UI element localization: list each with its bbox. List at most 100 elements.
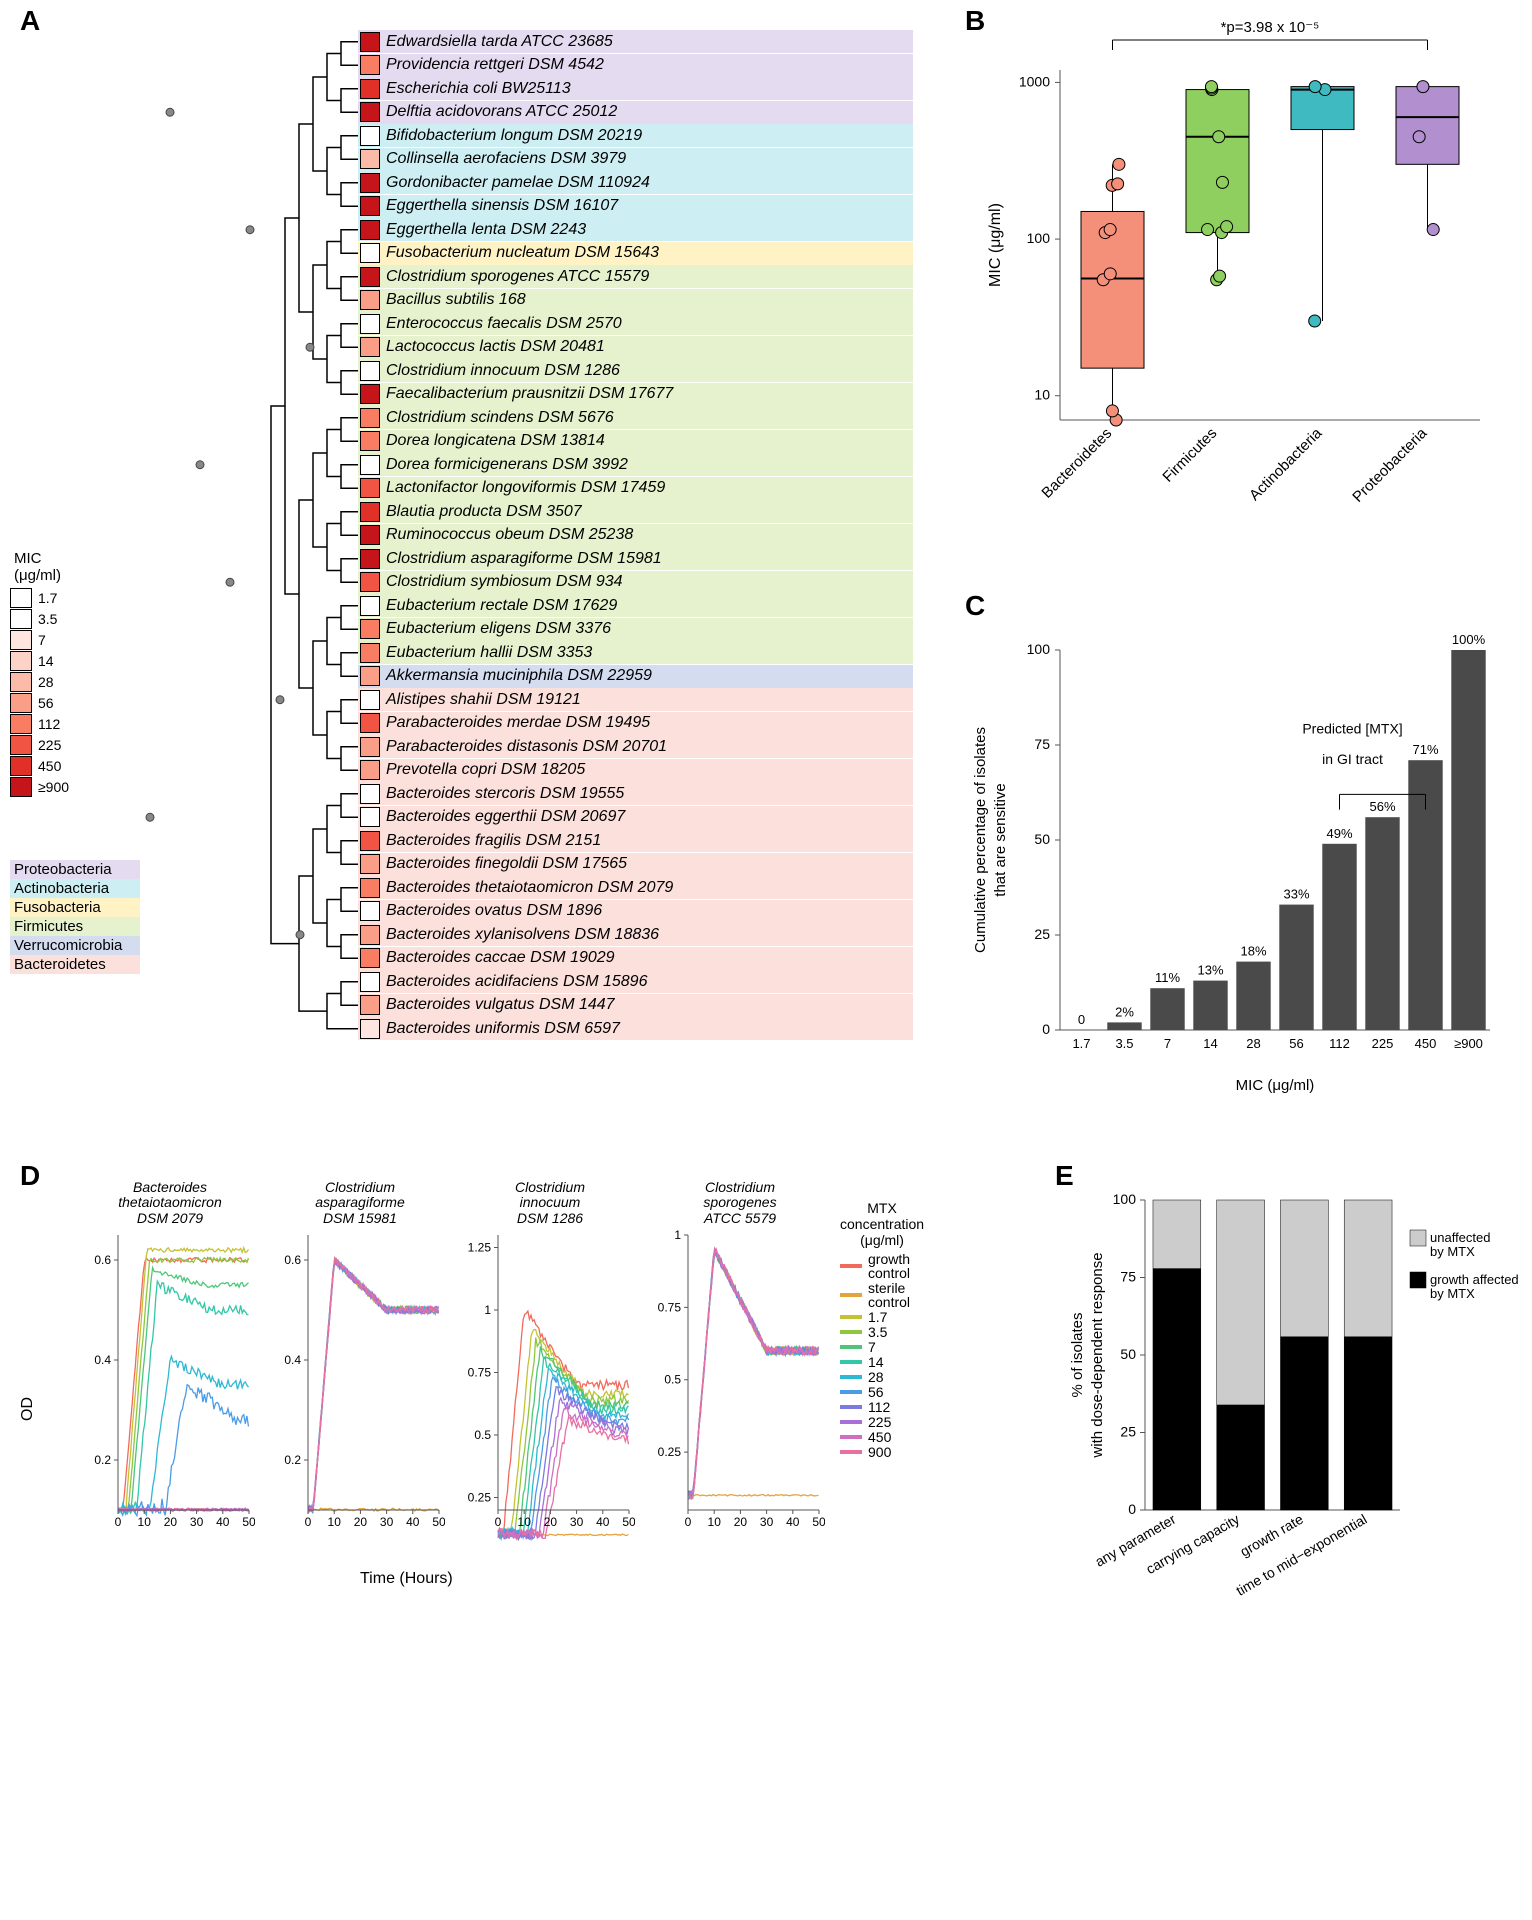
species-row: Alistipes shahii DSM 19121 <box>360 688 581 711</box>
species-name: Akkermansia muciniphila DSM 22959 <box>386 667 652 685</box>
species-name: Bacteroides fragilis DSM 2151 <box>386 832 601 850</box>
subplot-title: ClostridiumasparagiformeDSM 15981 <box>270 1180 450 1230</box>
panel-a: Edwardsiella tarda ATCC 23685Providencia… <box>50 20 920 1070</box>
mic-legend-row: 7 <box>10 630 69 650</box>
growth-curve-subplot: ClostridiumasparagiformeDSM 159810.20.40… <box>270 1180 450 1560</box>
svg-text:2%: 2% <box>1115 1004 1134 1019</box>
species-row: Eggerthella lenta DSM 2243 <box>360 218 586 241</box>
mic-value-box <box>360 854 380 874</box>
species-row: Clostridium scindens DSM 5676 <box>360 406 614 429</box>
species-name: Gordonibacter pamelae DSM 110924 <box>386 174 650 192</box>
svg-text:0.25: 0.25 <box>468 1491 492 1505</box>
species-name: Collinsella aerofaciens DSM 3979 <box>386 150 626 168</box>
phylum-legend-row: Verrucomicrobia <box>10 936 140 955</box>
species-name: Dorea longicatena DSM 13814 <box>386 432 605 450</box>
svg-text:0.2: 0.2 <box>284 1453 301 1467</box>
mic-legend-label: 225 <box>38 737 61 753</box>
d-legend-label: 56 <box>868 1385 884 1399</box>
svg-text:20: 20 <box>354 1515 368 1529</box>
species-name: Lactococcus lactis DSM 20481 <box>386 338 605 356</box>
mic-value-box <box>360 102 380 122</box>
species-row: Enterococcus faecalis DSM 2570 <box>360 312 622 335</box>
species-row: Fusobacterium nucleatum DSM 15643 <box>360 242 659 265</box>
mic-value-box <box>360 243 380 263</box>
svg-text:50: 50 <box>1120 1346 1136 1362</box>
svg-text:30: 30 <box>760 1515 774 1529</box>
svg-text:Cumulative percentage of isola: Cumulative percentage of isolates <box>972 727 989 953</box>
mic-legend-label: 1.7 <box>38 590 57 606</box>
svg-text:50: 50 <box>1034 831 1050 847</box>
species-row: Ruminococcus obeum DSM 25238 <box>360 524 633 547</box>
d-legend-row: 112 <box>840 1400 924 1414</box>
species-name: Providencia rettgeri DSM 4542 <box>386 56 604 74</box>
mic-value-box <box>360 408 380 428</box>
panel-b: 101001000BacteroidetesFirmicutesActinoba… <box>980 10 1500 550</box>
species-row: Bacteroides xylanisolvens DSM 18836 <box>360 923 659 946</box>
species-row: Eubacterium eligens DSM 3376 <box>360 618 611 641</box>
d-legend-row: 450 <box>840 1430 924 1444</box>
svg-text:18%: 18% <box>1240 944 1266 959</box>
species-name: Parabacteroides merdae DSM 19495 <box>386 714 650 732</box>
svg-text:40: 40 <box>216 1515 230 1529</box>
species-name: Faecalibacterium prausnitzii DSM 17677 <box>386 385 673 403</box>
species-row: Bacteroides ovatus DSM 1896 <box>360 900 602 923</box>
species-row: Bifidobacterium longum DSM 20219 <box>360 124 642 147</box>
species-row: Clostridium sporogenes ATCC 15579 <box>360 265 649 288</box>
mic-legend-swatch <box>10 651 32 671</box>
mic-value-box <box>360 173 380 193</box>
species-row: Collinsella aerofaciens DSM 3979 <box>360 148 626 171</box>
phylum-legend-row: Actinobacteria <box>10 879 140 898</box>
svg-text:25: 25 <box>1120 1424 1136 1440</box>
mic-value-box <box>360 784 380 804</box>
svg-text:Proteobacteria: Proteobacteria <box>1349 424 1430 505</box>
svg-text:0: 0 <box>305 1515 312 1529</box>
d-legend-row: 900 <box>840 1445 924 1459</box>
mic-legend-swatch <box>10 756 32 776</box>
d-legend-row: growth control <box>840 1252 924 1280</box>
species-row: Bacteroides eggerthii DSM 20697 <box>360 806 625 829</box>
mic-value-box <box>360 314 380 334</box>
svg-text:0.5: 0.5 <box>664 1373 681 1387</box>
svg-text:49%: 49% <box>1326 826 1352 841</box>
species-row: Bacteroides thetaiotaomicron DSM 2079 <box>360 876 673 899</box>
species-name: Eggerthella sinensis DSM 16107 <box>386 197 618 215</box>
species-row: Prevotella copri DSM 18205 <box>360 759 585 782</box>
species-row: Dorea formicigenerans DSM 3992 <box>360 453 628 476</box>
svg-text:by MTX: by MTX <box>1430 1286 1475 1301</box>
species-name: Delftia acidovorans ATCC 25012 <box>386 103 617 121</box>
svg-text:1.25: 1.25 <box>468 1241 492 1255</box>
species-name: Eubacterium hallii DSM 3353 <box>386 644 592 662</box>
svg-text:10: 10 <box>1034 387 1050 403</box>
mic-legend-swatch <box>10 672 32 692</box>
species-name: Eubacterium rectale DSM 17629 <box>386 597 617 615</box>
svg-text:56: 56 <box>1289 1036 1303 1051</box>
svg-text:0: 0 <box>1128 1501 1136 1517</box>
species-name: Escherichia coli BW25113 <box>386 80 571 98</box>
d-legend-label: growth control <box>868 1252 910 1280</box>
d-legend-swatch <box>840 1330 862 1334</box>
svg-text:by MTX: by MTX <box>1430 1244 1475 1259</box>
svg-text:0.4: 0.4 <box>94 1353 111 1367</box>
mic-legend-row: 1.7 <box>10 588 69 608</box>
d-legend-swatch <box>840 1293 862 1297</box>
mic-value-box <box>360 807 380 827</box>
d-legend-row: 56 <box>840 1385 924 1399</box>
species-name: Bacteroides uniformis DSM 6597 <box>386 1020 620 1038</box>
mic-value-box <box>360 267 380 287</box>
mic-value-box <box>360 972 380 992</box>
d-legend-swatch <box>840 1435 862 1439</box>
species-row: Gordonibacter pamelae DSM 110924 <box>360 171 650 194</box>
svg-text:1.7: 1.7 <box>1072 1036 1090 1051</box>
mic-value-box <box>360 901 380 921</box>
svg-text:3.5: 3.5 <box>1115 1036 1133 1051</box>
mic-value-box <box>360 196 380 216</box>
svg-text:10: 10 <box>708 1515 722 1529</box>
svg-text:in GI tract: in GI tract <box>1322 751 1383 767</box>
svg-text:0.2: 0.2 <box>94 1453 111 1467</box>
mic-legend-swatch <box>10 609 32 629</box>
subplot-title: ClostridiuminnocuumDSM 1286 <box>460 1180 640 1230</box>
species-row: Bacteroides caccae DSM 19029 <box>360 947 615 970</box>
species-row: Bacillus subtilis 168 <box>360 289 526 312</box>
d-legend-swatch <box>840 1405 862 1409</box>
d-legend-row: 225 <box>840 1415 924 1429</box>
